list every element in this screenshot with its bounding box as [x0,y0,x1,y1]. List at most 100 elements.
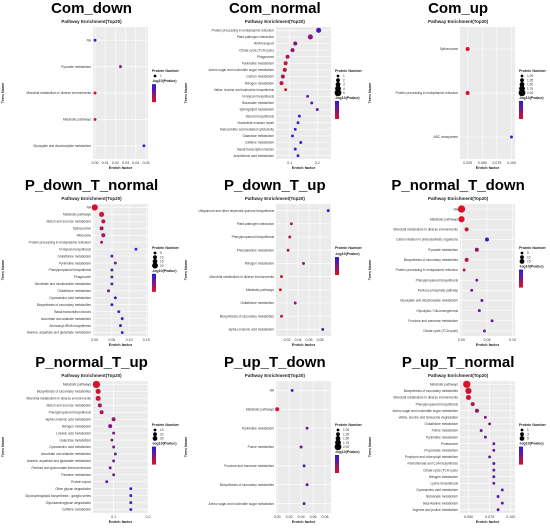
data-point [298,114,302,118]
term-label: NA [270,389,275,393]
data-point [457,205,465,213]
legend-size-label: 2.00 [343,445,349,449]
term-label: Valine, leucine and isoleucine degradati… [398,416,458,420]
legend-color-bar [518,101,523,119]
x-axis-title: Enrich factor [475,166,499,170]
x-tick-label: 0.08 [322,515,329,519]
data-point [308,34,314,40]
term-label: N-Glycan biosynthesis [243,95,275,99]
term-label: Metabolic pathways [246,407,274,411]
data-point [491,481,495,485]
data-point [110,268,114,272]
legend-color-title: -log10(Pvalue) [519,442,544,446]
data-point [469,288,473,292]
x-tick-label: 0.100 [506,515,515,519]
data-point [280,275,284,279]
term-label: Ubiquinone and other terpenoid-quinone b… [199,209,275,213]
legend-size-dot [336,432,341,437]
data-point [129,487,133,491]
data-point [296,121,300,125]
legend-color-title: -log10(Pvalue) [519,96,544,100]
term-label: Metabolic pathways [246,288,274,292]
y-axis-title: Term Name [1,437,5,457]
term-label: Ribosome [77,233,92,237]
chart-subtitle: Pathway Enrichment(Top20) [244,373,305,378]
term-label: Glycolysis / Gluconeogenesis [416,309,458,313]
term-label: Caffeine metabolism [62,508,91,512]
term-label: Proteasome [440,442,457,446]
term-label: Microbial metabolism in diverse environm… [27,91,92,95]
data-point [112,445,116,449]
chart-title: P_normal_T_down [391,177,525,194]
term-label: Pentose phosphate pathway [417,289,458,293]
term-label: Nucleotide excision repair [238,121,275,125]
data-point [316,108,319,111]
x-tick-label: 0.10 [126,338,133,342]
y-axis-title: Term Name [184,260,188,280]
term-label: alpha-Linolenic acid metabolism [46,417,92,421]
legend-size-label: 20 [160,432,164,436]
term-label: Pyrimidine metabolism [242,426,274,430]
data-point [316,27,322,33]
data-point [134,247,138,251]
data-point [484,237,489,242]
legend-size-title: Protein Number [519,423,547,427]
term-label: Steroid biosynthesis [246,114,275,118]
data-point [470,402,475,407]
legend-size-title: Protein Number [519,246,547,250]
term-label: Phenylpropanoid biosynthesis [415,278,458,282]
term-label: Pyrimidine metabolism [242,62,274,66]
term-label: ABC transporters [433,135,458,139]
term-label: Biosynthesis of secondary metabolites [403,389,458,393]
term-label: Amino sugar and nucleotide sugar metabol… [209,68,275,72]
data-point [105,480,109,484]
data-point [129,494,133,498]
term-label: Caffeine metabolism [245,141,274,145]
x-tick-label: 0.1 [111,515,116,519]
chart-panel: P_normal_T_down Pathway Enrichment(Top20)… [367,177,550,354]
term-label: Cyanoamino acid metabolism [416,488,458,492]
y-axis-title: Term Name [184,83,188,103]
legend-size-dot [152,262,158,269]
data-point [108,424,113,429]
data-point [93,91,97,95]
legend-size-title: Protein Number [335,423,363,427]
plot-background [276,27,332,159]
data-point [305,426,309,430]
legend-color-bar [152,446,156,465]
legend-color-title: -log10(Pvalue) [152,442,177,446]
x-axis-title: Enrich factor [292,166,316,170]
term-label: Ascorbate and aldarate metabolism [41,452,91,456]
term-label: Cyanoamino acid metabolism [49,296,91,300]
chart-title: P_up_T_normal [401,354,515,371]
chart-panel: Com_down Pathway Enrichment(Top20) 0.00 0.0… [0,0,183,177]
data-point [93,117,97,121]
data-point [111,417,116,422]
term-label: Starch and sucrose metabolism [46,404,91,408]
term-label: Biosynthesis of secondary metabolites [403,258,458,262]
plot-background [459,381,515,513]
term-label: Carbon fixation in photosynthetic organi… [396,238,458,242]
term-label: Pyrimidine metabolism [59,261,91,265]
data-point [483,435,487,439]
term-label: Starch and sucrose metabolism [46,220,91,224]
y-axis-title: Term Name [1,260,5,280]
term-label: Protein processing in endoplasmic reticu… [29,240,92,244]
chart-title: P_down_T_normal [24,177,159,194]
term-label: Fructose and mannose metabolism [225,464,275,468]
term-label: Protein processing in endoplasmic reticu… [212,29,275,33]
term-label: Glutathione metabolism [58,289,92,293]
data-point [474,408,479,413]
term-label: Pentose and glucuronate interconversions [31,466,91,470]
legend-size-label: 10 [160,255,164,259]
legend-size-dot [335,82,341,87]
term-label: Butanoate metabolism [243,101,275,105]
data-point [500,501,504,505]
data-point [119,324,122,328]
term-label: Phenylpropanoid biosynthesis [415,402,458,406]
x-tick-label: 0.00 [92,161,99,165]
term-label: Cyanoamino acid metabolism [49,445,91,449]
legend-color-title: -log10(Pvalue) [152,269,177,273]
term-label: Microbial metabolism in diverse environm… [210,275,275,279]
legend-size-dot [520,74,523,78]
